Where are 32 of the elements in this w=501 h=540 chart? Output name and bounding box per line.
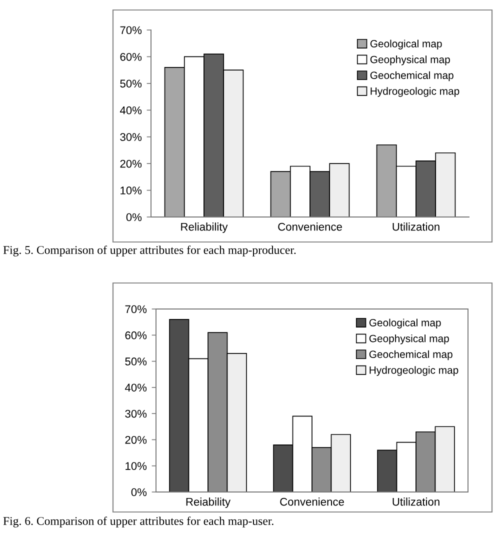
caption: Fig. 6. Comparison of upper attributes for each map-user.: [3, 516, 274, 528]
legend-label: Geochemical map: [369, 350, 452, 360]
x-tick-label: Convenience: [278, 222, 342, 231]
y-tick-label: 10%: [126, 462, 147, 470]
y-tick-label: 20%: [120, 160, 142, 168]
y-tick-label: 30%: [120, 133, 142, 141]
x-tick-label: Convenience: [280, 498, 344, 506]
y-tick-label: 30%: [125, 410, 147, 418]
y-tick-label: 0%: [131, 488, 147, 496]
y-tick-label: 70%: [120, 26, 142, 34]
y-tick-label: 70%: [125, 305, 147, 314]
x-tick-label: Reiability: [186, 498, 231, 508]
y-tick-label: 60%: [120, 52, 142, 61]
y-tick-label: 60%: [125, 331, 147, 340]
x-tick-label: Utilization: [392, 222, 440, 231]
legend-label: Geophysical map: [370, 56, 450, 66]
x-tick-label: Utilization: [392, 498, 440, 506]
legend-label: Geological map: [369, 318, 441, 328]
y-tick-label: 50%: [125, 358, 147, 366]
x-tick-label: Reliability: [181, 222, 228, 233]
caption: Fig. 5. Comparison of upper attributes for each map-producer.: [3, 246, 296, 256]
legend-label: Geochemical map: [370, 71, 454, 82]
y-tick-label: 10%: [120, 186, 142, 194]
legend-label: Hydrogeologic map: [370, 366, 458, 376]
y-tick-label: 50%: [120, 80, 142, 88]
y-tick-label: 40%: [120, 106, 142, 114]
y-tick-label: 40%: [124, 384, 147, 392]
legend-label: Geophysical map: [369, 334, 449, 344]
y-tick-label: 20%: [125, 436, 147, 444]
legend-label: Geological map: [370, 40, 442, 50]
legend-label: Hydrogeologic map: [370, 87, 460, 97]
y-tick-label: 0%: [126, 213, 142, 222]
